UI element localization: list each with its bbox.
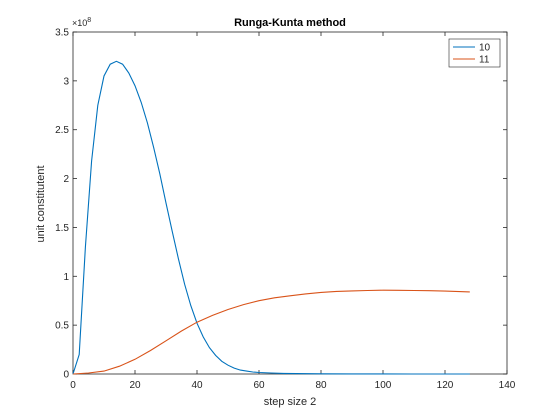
x-tick-label: 0 <box>70 380 76 391</box>
legend-label: 11 <box>479 55 490 66</box>
y-tick-label: 0 <box>63 370 69 381</box>
y-tick-label: 3 <box>63 76 69 87</box>
series-line-11 <box>72 289 470 375</box>
y-axis: 0 0.5 1 1.5 2 2.5 3 3.5 <box>55 28 507 381</box>
x-tick-label: 140 <box>499 380 516 391</box>
y-tick-label: 1 <box>63 272 69 283</box>
y-scale-label: ×108 <box>72 17 91 28</box>
y-tick-label: 2 <box>63 174 69 185</box>
plot-frame <box>72 31 508 375</box>
x-tick-label: 100 <box>375 380 392 391</box>
y-tick-label: 1.5 <box>55 223 69 234</box>
legend-label: 10 <box>479 43 491 54</box>
y-scale-exponent: 8 <box>87 17 91 24</box>
y-tick-label: 2.5 <box>55 125 69 136</box>
series-line-10 <box>72 60 470 375</box>
x-tick-label: 120 <box>437 380 454 391</box>
legend-box <box>448 38 501 68</box>
y-tick-label: 0.5 <box>55 321 69 332</box>
x-axis-label: step size 2 <box>264 396 317 408</box>
series-layer <box>72 60 470 375</box>
chart-title: Runga-Kunta method <box>234 17 346 29</box>
x-axis: 0 20 40 60 80 100 120 140 <box>70 32 516 391</box>
y-axis-label: unit constitutent <box>35 165 47 242</box>
x-tick-label: 60 <box>253 380 265 391</box>
x-tick-label: 20 <box>129 380 141 391</box>
y-scale-base: ×10 <box>72 18 87 28</box>
x-tick-label: 40 <box>191 380 203 391</box>
y-tick-label: 3.5 <box>55 28 69 39</box>
x-tick-label: 80 <box>315 380 327 391</box>
plot-area <box>72 31 508 375</box>
